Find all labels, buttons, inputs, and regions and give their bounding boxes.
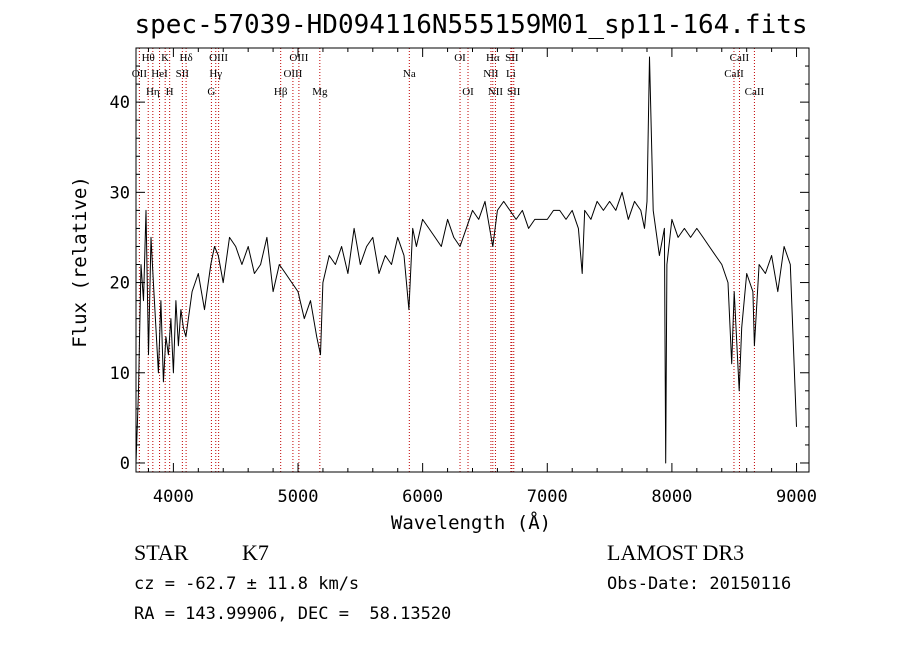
redshift-text: cz = -62.7 ± 11.8 km/s: [134, 574, 360, 594]
coordinates-text: RA = 143.99906, DEC = 58.13520: [134, 604, 452, 624]
y-tick-label-2: 20: [110, 274, 130, 294]
line-label-4: HeI: [151, 68, 168, 80]
line-label-16: OI: [454, 52, 466, 64]
line-label-5: H: [166, 86, 174, 98]
chart-title: spec-57039-HD094116N555159M01_sp11-164.f…: [134, 10, 807, 40]
line-label-0: Hθ: [142, 52, 155, 64]
plot-frame: [135, 47, 810, 473]
x-axis: 4000 5000 6000 7000 8000 9000: [147, 48, 817, 507]
line-label-1: OII: [132, 68, 148, 80]
line-label-11: Hβ: [274, 86, 288, 98]
y-tick-label-3: 30: [110, 183, 130, 203]
line-label-14: Mg: [312, 86, 328, 98]
spectral-subclass: K7: [242, 540, 269, 565]
series-line-flux: [135, 56, 797, 464]
line-label-12: OIII: [289, 52, 308, 64]
line-label-6: Hδ: [180, 52, 193, 64]
y-tick-label-0: 0: [120, 454, 130, 474]
y-tick-label-1: 10: [110, 364, 130, 384]
line-label-18: Hα: [486, 52, 500, 64]
x-tick-label-2: 6000: [402, 487, 443, 507]
line-label-20: NII: [488, 86, 504, 98]
line-label-23: SII: [507, 86, 521, 98]
x-tick-label-3: 7000: [527, 487, 568, 507]
line-label-13: OIII: [283, 68, 302, 80]
line-label-24: CaII: [730, 52, 750, 64]
line-label-19: NII: [483, 68, 499, 80]
emission-line-labels: Hθ OII Hη K HeI H Hδ SII OIII Hγ G Hβ OIII OIII Mg Na OI…: [132, 52, 765, 98]
line-label-21: SII: [505, 52, 519, 64]
x-tick-label-4: 8000: [651, 487, 692, 507]
object-class: STAR: [134, 540, 189, 565]
line-label-7: SII: [176, 68, 190, 80]
line-label-26: CaII: [745, 86, 765, 98]
survey-name: LAMOST DR3: [607, 540, 745, 565]
line-label-9: Hγ: [209, 68, 222, 80]
line-label-8: OIII: [209, 52, 228, 64]
emission-line-markers: [138, 48, 755, 472]
line-label-2: Hη: [146, 86, 160, 98]
line-label-10: G: [207, 86, 215, 98]
series-layer: [135, 56, 797, 464]
line-label-17: OI: [462, 86, 474, 98]
y-tick-label-4: 40: [110, 93, 130, 113]
x-axis-label: Wavelength (Å): [391, 511, 551, 534]
line-label-15: Na: [403, 68, 416, 80]
line-label-25: CaII: [724, 68, 744, 80]
x-tick-label-5: 9000: [776, 487, 817, 507]
y-axis: 0 10 20 30 40: [110, 65, 809, 474]
y-axis-label: Flux (relative): [69, 176, 91, 348]
observation-date: Obs-Date: 20150116: [607, 574, 792, 594]
x-tick-label-1: 5000: [278, 487, 319, 507]
line-label-3: K: [161, 52, 169, 64]
x-tick-label-0: 4000: [153, 487, 194, 507]
line-label-22: Li: [506, 68, 516, 80]
